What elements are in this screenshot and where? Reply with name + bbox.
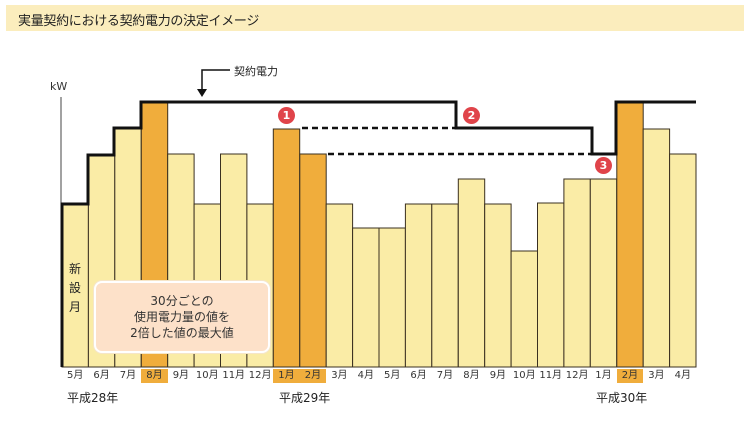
- month-label: 11月: [539, 370, 563, 381]
- bar: [563, 178, 591, 368]
- month-label: 8月: [463, 370, 480, 381]
- bar: [352, 227, 380, 368]
- new-month-label: 新 設 月: [68, 262, 81, 314]
- contract-power-line: [60, 100, 696, 367]
- bar: [404, 203, 433, 368]
- month-label: 1月: [595, 370, 612, 381]
- era-label-h28: 平成28年: [67, 391, 119, 405]
- reference-dashes: [302, 126, 592, 156]
- month-label: 5月: [384, 370, 401, 381]
- badge-1: 1: [278, 107, 295, 124]
- bar: [325, 203, 354, 368]
- y-axis-unit: kW: [50, 80, 68, 93]
- bar: [616, 102, 644, 368]
- month-label: 1月: [273, 369, 300, 383]
- month-label: 10月: [195, 370, 219, 381]
- month-label: 5月: [67, 370, 84, 381]
- badge-3: 3: [595, 157, 612, 174]
- month-label: 7月: [119, 370, 137, 381]
- bar: [299, 153, 327, 368]
- bar: [537, 202, 565, 368]
- month-label: 9月: [172, 370, 190, 381]
- month-label: 3月: [648, 370, 665, 381]
- note-callout: 30分ごとの 使用電力量の値を 2倍した値の最大値: [94, 281, 270, 353]
- month-label: 6月: [93, 370, 110, 381]
- bar: [510, 250, 539, 368]
- month-label: 2月: [616, 369, 644, 383]
- month-label: 7月: [436, 370, 454, 381]
- contract-power-label: 契約電力: [234, 65, 278, 78]
- month-label: 2月: [299, 369, 327, 383]
- bar: [669, 153, 697, 368]
- bar: [378, 227, 406, 368]
- bar: [589, 178, 618, 368]
- month-label: 11月: [222, 370, 246, 381]
- month-label: 8月: [141, 369, 168, 383]
- bar: [272, 128, 301, 368]
- bar: [642, 128, 671, 368]
- month-label: 4月: [357, 370, 374, 381]
- contract-arrow-icon: [197, 69, 230, 97]
- month-label: 9月: [489, 370, 507, 381]
- bar: [457, 178, 486, 368]
- month-label: 6月: [410, 370, 427, 381]
- month-label: 12月: [565, 370, 589, 381]
- badge-2: 2: [463, 107, 480, 124]
- page-title: 実量契約における契約電力の決定イメージ: [18, 14, 260, 29]
- bar: [61, 203, 89, 368]
- month-label: 10月: [512, 370, 536, 381]
- header-bar: 実量契約における契約電力の決定イメージ: [6, 5, 744, 31]
- bar: [431, 203, 459, 368]
- month-label: 4月: [674, 370, 691, 381]
- month-label: 3月: [331, 370, 348, 381]
- era-label-h29: 平成29年: [279, 391, 331, 405]
- era-label-h30: 平成30年: [596, 391, 648, 405]
- month-label: 12月: [248, 370, 272, 381]
- bar: [484, 203, 512, 368]
